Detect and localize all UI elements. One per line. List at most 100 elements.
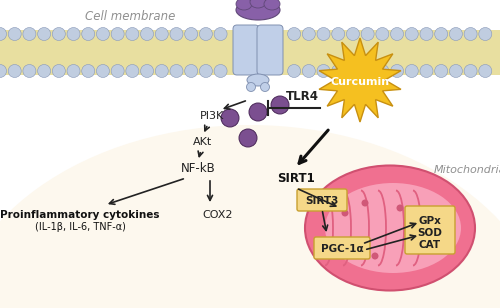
Circle shape	[126, 27, 139, 40]
Text: Mitochondria: Mitochondria	[434, 165, 500, 175]
Circle shape	[0, 27, 6, 40]
Circle shape	[372, 253, 378, 260]
Circle shape	[346, 27, 360, 40]
Circle shape	[8, 27, 21, 40]
Circle shape	[96, 27, 110, 40]
Text: (IL-1β, IL-6, TNF-α): (IL-1β, IL-6, TNF-α)	[34, 222, 126, 232]
Circle shape	[126, 64, 139, 78]
Text: AKt: AKt	[194, 137, 212, 147]
Circle shape	[111, 27, 124, 40]
Circle shape	[406, 27, 418, 40]
Circle shape	[332, 64, 344, 78]
Circle shape	[361, 27, 374, 40]
Circle shape	[346, 64, 360, 78]
Text: SIRT1: SIRT1	[277, 172, 315, 184]
Circle shape	[200, 27, 212, 40]
Ellipse shape	[246, 83, 256, 91]
Circle shape	[140, 64, 153, 78]
Circle shape	[302, 64, 316, 78]
Circle shape	[376, 27, 389, 40]
Circle shape	[82, 27, 94, 40]
Circle shape	[111, 64, 124, 78]
FancyBboxPatch shape	[314, 237, 370, 259]
Circle shape	[390, 27, 404, 40]
Text: Proinflammatory cytokines: Proinflammatory cytokines	[0, 210, 160, 220]
Circle shape	[288, 64, 300, 78]
Circle shape	[52, 27, 66, 40]
Circle shape	[406, 64, 418, 78]
Circle shape	[464, 27, 477, 40]
Circle shape	[342, 209, 348, 217]
Circle shape	[362, 200, 368, 206]
Circle shape	[479, 27, 492, 40]
Circle shape	[67, 27, 80, 40]
Circle shape	[317, 27, 330, 40]
Circle shape	[23, 64, 36, 78]
Circle shape	[82, 64, 94, 78]
Ellipse shape	[236, 0, 280, 20]
Ellipse shape	[247, 74, 269, 86]
Circle shape	[361, 64, 374, 78]
Ellipse shape	[236, 0, 252, 10]
Circle shape	[38, 27, 51, 40]
Ellipse shape	[260, 83, 270, 91]
Text: SOD: SOD	[418, 228, 442, 238]
FancyBboxPatch shape	[257, 25, 283, 75]
Circle shape	[170, 27, 183, 40]
Text: SIRT3: SIRT3	[306, 196, 338, 206]
Circle shape	[184, 27, 198, 40]
Ellipse shape	[0, 125, 500, 308]
Circle shape	[390, 64, 404, 78]
Polygon shape	[319, 38, 401, 122]
Circle shape	[156, 27, 168, 40]
Circle shape	[8, 64, 21, 78]
Circle shape	[450, 27, 462, 40]
Circle shape	[317, 64, 330, 78]
Circle shape	[184, 64, 198, 78]
Circle shape	[396, 205, 404, 212]
Circle shape	[271, 96, 289, 114]
Circle shape	[170, 64, 183, 78]
FancyBboxPatch shape	[297, 189, 347, 211]
Circle shape	[52, 64, 66, 78]
Circle shape	[214, 64, 227, 78]
Circle shape	[96, 64, 110, 78]
Text: PGC-1α: PGC-1α	[320, 244, 364, 254]
Circle shape	[23, 27, 36, 40]
Text: COX2: COX2	[203, 210, 233, 220]
Circle shape	[420, 27, 433, 40]
Circle shape	[288, 27, 300, 40]
Circle shape	[38, 64, 51, 78]
Circle shape	[156, 64, 168, 78]
Circle shape	[239, 129, 257, 147]
Circle shape	[479, 64, 492, 78]
Text: Cell membrane: Cell membrane	[85, 10, 175, 22]
Circle shape	[200, 64, 212, 78]
Circle shape	[249, 103, 267, 121]
Circle shape	[221, 109, 239, 127]
Text: NF-kB: NF-kB	[180, 161, 216, 175]
Text: GPx: GPx	[418, 216, 442, 226]
Circle shape	[434, 27, 448, 40]
Text: Curcumin: Curcumin	[330, 77, 390, 87]
Circle shape	[0, 64, 6, 78]
Circle shape	[464, 64, 477, 78]
Circle shape	[140, 27, 153, 40]
Text: CAT: CAT	[419, 240, 441, 250]
Circle shape	[214, 27, 227, 40]
Ellipse shape	[325, 183, 461, 273]
Bar	[0, 30, 500, 75]
Ellipse shape	[305, 165, 475, 290]
Circle shape	[376, 64, 389, 78]
Text: TLR4: TLR4	[286, 90, 319, 103]
Circle shape	[332, 27, 344, 40]
Circle shape	[434, 64, 448, 78]
Circle shape	[346, 245, 354, 252]
Circle shape	[450, 64, 462, 78]
FancyBboxPatch shape	[405, 206, 455, 254]
Circle shape	[420, 64, 433, 78]
Ellipse shape	[250, 0, 266, 8]
Circle shape	[302, 27, 316, 40]
Ellipse shape	[264, 0, 280, 10]
Text: PI3K: PI3K	[200, 111, 224, 121]
